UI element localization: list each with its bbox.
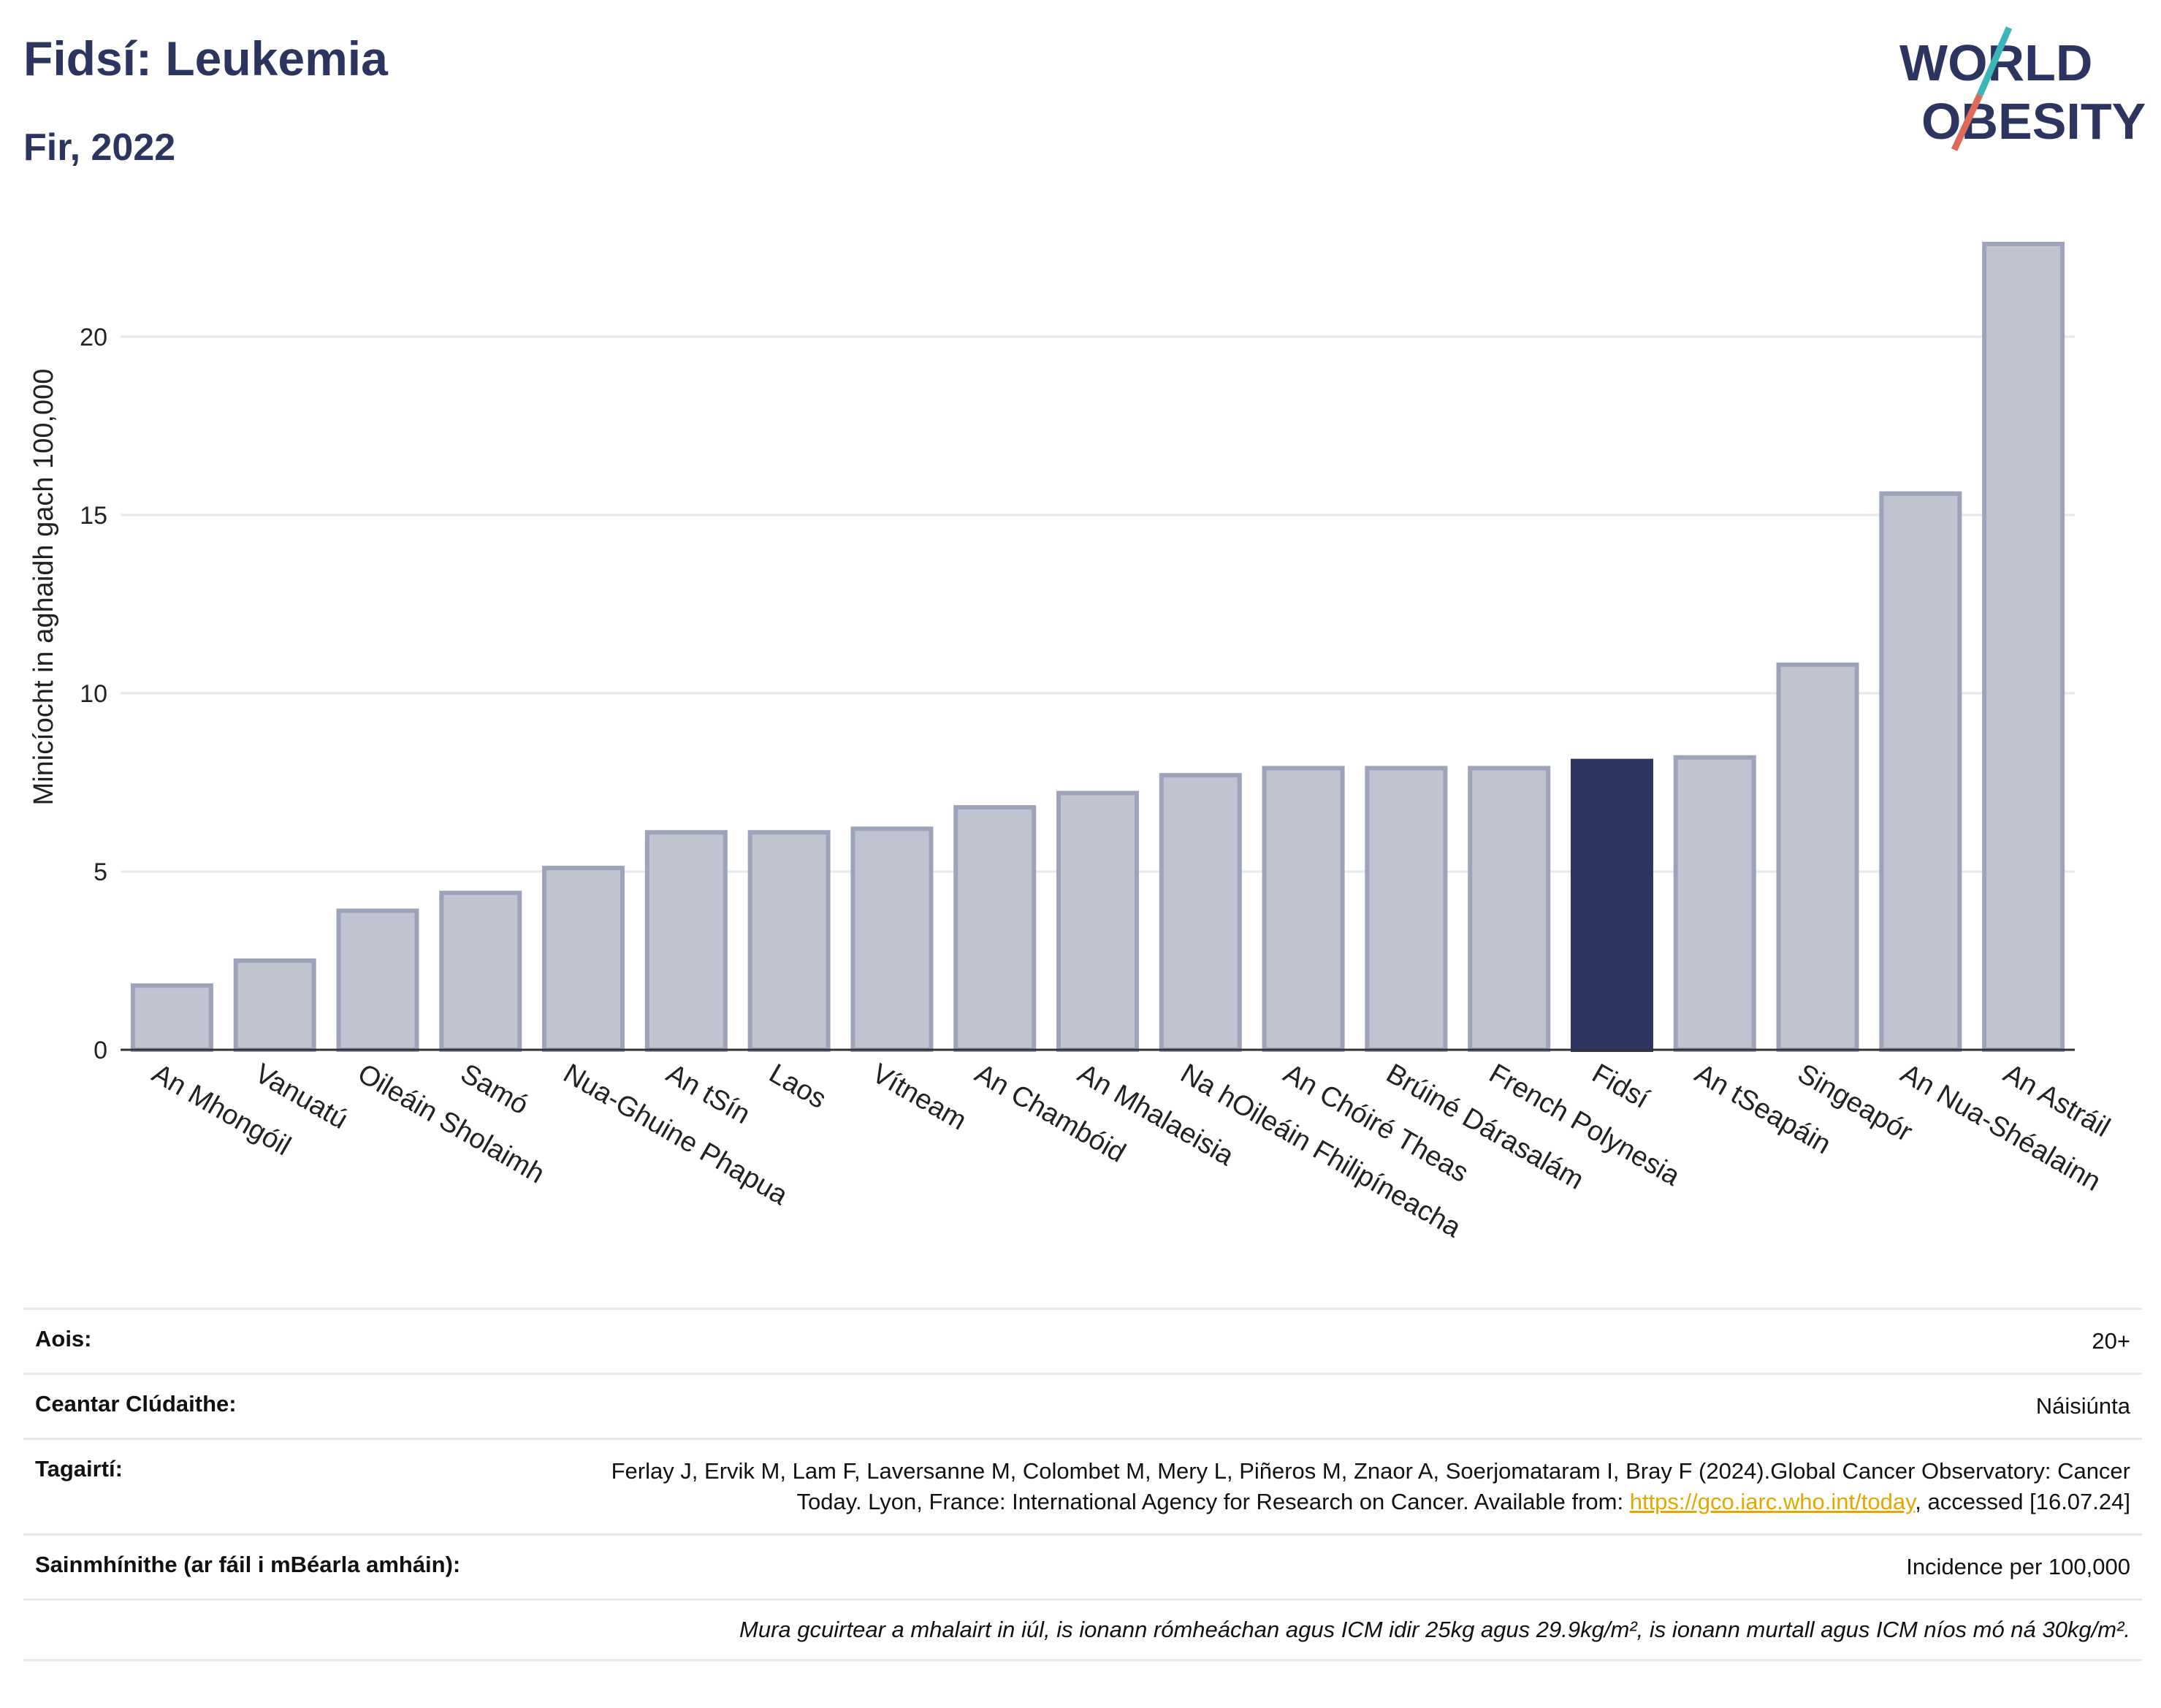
x-tick-label: Oileáin Sholaimh (352, 1058, 549, 1189)
bar (953, 805, 1037, 1053)
age-value: 20+ (2092, 1328, 2130, 1354)
bar-chart: 0 5 10 15 20 Minicíocht in aghaidh gach 100,0… (28, 241, 2115, 1244)
bar (233, 958, 316, 1053)
definitions-label: Sainmhínithe (ar fáil i mBéarla amháin): (35, 1552, 461, 1577)
references-text: Ferlay J, Ervik M, Lam F, Laversanne M, … (611, 1458, 2130, 1514)
bar-highlight (1570, 758, 1653, 1053)
info-row-references: Tagairtí: Ferlay J, Ervik M, Lam F, Lave… (23, 1438, 2142, 1533)
y-tick-label: 15 (80, 502, 107, 530)
bar (644, 830, 728, 1052)
info-row-note: Mura gcuirtear a mhalairt in iúl, is ion… (23, 1598, 2142, 1661)
footnote: Mura gcuirtear a mhalairt in iúl, is ion… (739, 1617, 2130, 1642)
bar (1159, 773, 1242, 1052)
bar (1982, 241, 2065, 1053)
bar (1776, 662, 1859, 1052)
info-table: Aois: 20+ Ceantar Clúdaithe: Náisiúnta T… (23, 1308, 2142, 1661)
y-tick-label: 20 (80, 324, 107, 351)
bar (747, 830, 831, 1052)
x-tick-label: Laos (764, 1058, 831, 1115)
references-accessed: , accessed [16.07.24] (1915, 1489, 2130, 1514)
bar (1365, 766, 1448, 1052)
bar (1056, 790, 1139, 1052)
bar (1879, 491, 1962, 1052)
bar (130, 983, 213, 1052)
page-subtitle: Fir, 2022 (23, 126, 176, 169)
definitions-value: Incidence per 100,000 (1906, 1554, 2130, 1579)
info-row-area: Ceantar Clúdaithe: Náisiúnta (23, 1373, 2142, 1438)
bar (1262, 766, 1345, 1052)
page-title: Fidsí: Leukemia (23, 31, 388, 85)
bar (850, 826, 934, 1052)
references-value: Ferlay J, Ervik M, Lam F, Laversanne M, … (560, 1456, 2130, 1517)
y-axis-label: Minicíocht in aghaidh gach 100,000 (28, 369, 59, 806)
y-tick-label: 0 (94, 1037, 107, 1064)
logo-slash-red (1951, 94, 1983, 151)
x-tick-label: Samó (455, 1058, 533, 1121)
y-tick-label: 5 (94, 858, 107, 886)
logo-slash-teal (1976, 26, 2013, 96)
bar (336, 908, 419, 1053)
age-label: Aois: (35, 1326, 92, 1351)
bar (1468, 766, 1551, 1052)
references-label: Tagairtí: (35, 1456, 123, 1482)
area-value: Náisiúnta (2035, 1393, 2130, 1419)
area-label: Ceantar Clúdaithe: (35, 1391, 237, 1417)
x-tick-label: Fidsí (1587, 1058, 1655, 1115)
info-row-age: Aois: 20+ (23, 1308, 2142, 1373)
info-row-definitions: Sainmhínithe (ar fáil i mBéarla amháin):… (23, 1533, 2142, 1598)
x-tick-label: Vítneam (866, 1058, 972, 1136)
y-tick-label: 10 (80, 680, 107, 708)
references-link[interactable]: https://gco.iarc.who.int/today (1629, 1489, 1916, 1514)
bar (542, 866, 625, 1052)
world-obesity-logo: WORLD OBESITY (1899, 26, 2146, 151)
bar (439, 891, 522, 1052)
bar (1673, 755, 1756, 1053)
